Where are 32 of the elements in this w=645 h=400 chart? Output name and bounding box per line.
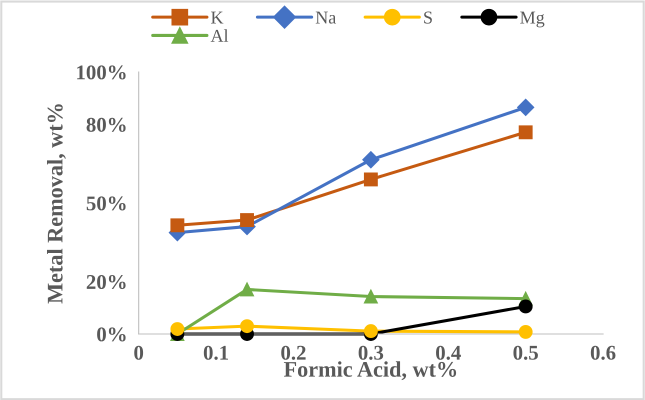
point [364,324,378,338]
point [364,290,378,304]
x-tick-label: 0.4 [436,346,461,360]
point [240,319,254,334]
point [518,324,533,339]
y-tick-label: 0% [97,327,126,342]
y-tick-label: 20% [86,274,126,290]
point [240,213,254,227]
legend-label: S [424,12,432,24]
y-tick-label: 50% [86,196,126,210]
x-tick-label: 0.1 [204,346,228,360]
point [364,172,378,186]
point [170,322,184,336]
legend-label: Al [210,29,228,42]
x-tick-label: 0 [134,346,144,360]
x-tick-label: 0.2 [281,346,306,360]
x-tick-label: 0.3 [358,346,384,360]
y-tick-label: 80% [86,118,126,132]
legend-label: Na [316,12,336,24]
legend-label: K [211,12,224,24]
point [170,218,184,232]
x-tick-label: 0.6 [590,346,616,360]
legend-label: Mg [520,12,544,28]
y-tick-label: 100% [77,65,126,80]
y-axis-title: Metal Removal, wt% [46,104,66,304]
point [240,282,254,296]
point [362,151,380,168]
x-axis-title: Formic Acid, wt% [284,361,456,380]
point [518,125,533,140]
point [517,98,534,116]
x-tick-label: 0.5 [513,346,538,360]
point [518,300,533,314]
